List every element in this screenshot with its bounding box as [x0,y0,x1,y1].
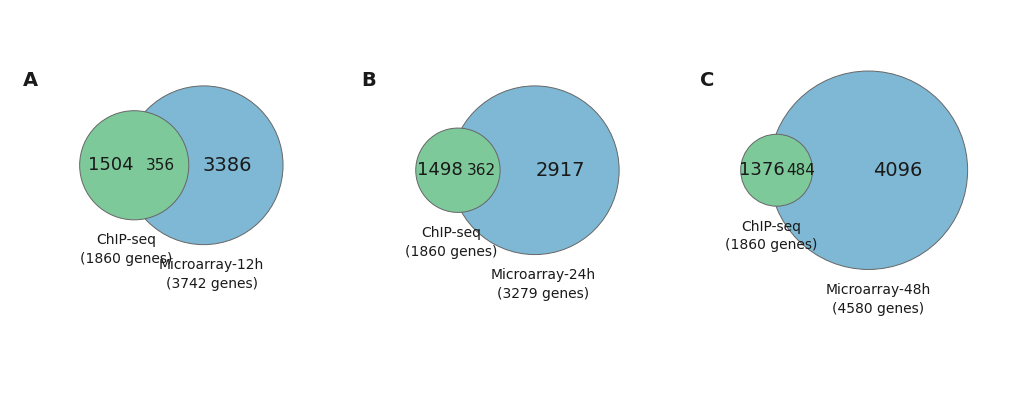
Text: 2917: 2917 [535,161,584,180]
Text: (1860 genes): (1860 genes) [725,238,816,252]
Circle shape [124,86,282,245]
Text: 1504: 1504 [89,156,133,174]
Text: Microarray-48h: Microarray-48h [825,283,930,297]
Text: Microarray-24h: Microarray-24h [490,268,595,282]
Text: Microarray-12h: Microarray-12h [159,258,264,272]
Circle shape [79,111,189,220]
Circle shape [416,128,499,212]
Text: ChIP-seq: ChIP-seq [421,226,481,240]
Text: (1860 genes): (1860 genes) [405,245,497,259]
Text: (1860 genes): (1860 genes) [79,252,172,266]
Text: ChIP-seq: ChIP-seq [741,220,801,234]
Text: 4096: 4096 [872,161,922,180]
Circle shape [768,71,967,270]
Circle shape [740,134,812,206]
Text: A: A [22,71,38,90]
Text: (4580 genes): (4580 genes) [832,302,923,316]
Text: ChIP-seq: ChIP-seq [96,234,156,248]
Text: 3386: 3386 [203,156,252,175]
Text: (3279 genes): (3279 genes) [496,287,589,301]
Text: 362: 362 [467,163,495,178]
Text: 1498: 1498 [417,161,463,179]
Text: (3742 genes): (3742 genes) [165,277,258,291]
Text: 484: 484 [786,163,814,178]
Text: 356: 356 [146,158,174,173]
Text: C: C [699,71,713,90]
Text: B: B [361,71,376,90]
Circle shape [450,86,619,254]
Text: 1376: 1376 [738,161,784,179]
